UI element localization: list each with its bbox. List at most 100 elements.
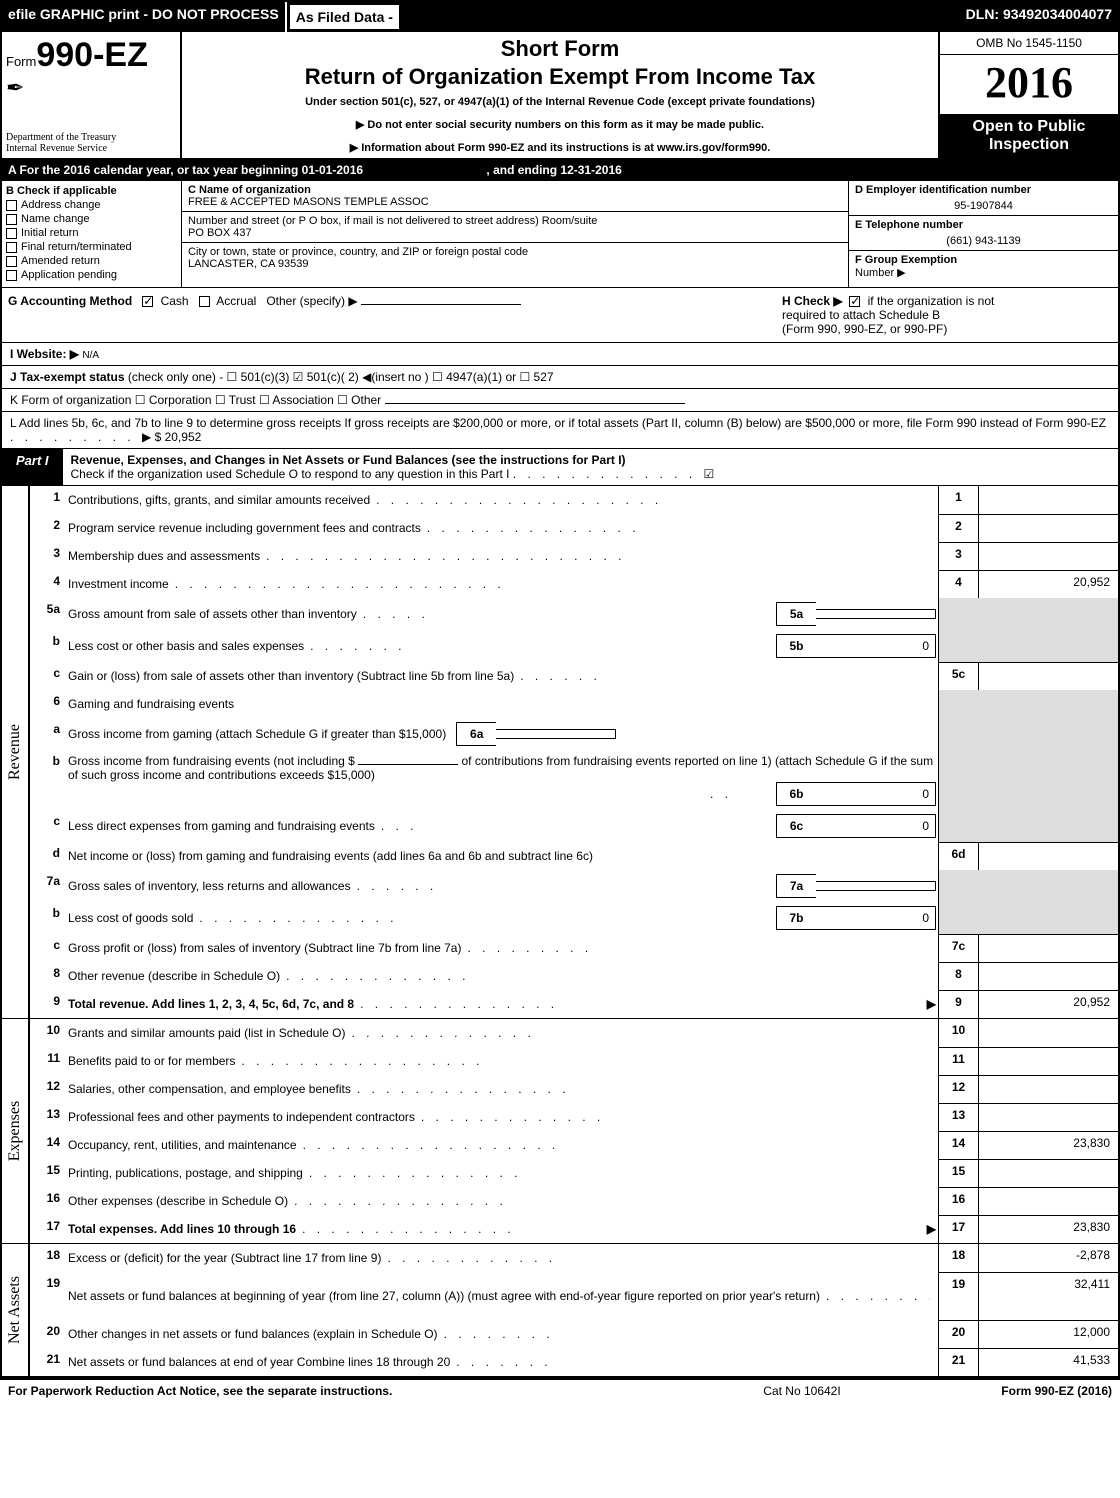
row-l: L Add lines 5b, 6c, and 7b to line 9 to … — [2, 412, 1118, 449]
efile-label: efile GRAPHIC print - DO NOT PROCESS — [2, 2, 287, 32]
f-label: F Group Exemption — [855, 254, 957, 266]
l-amount: ▶ $ 20,952 — [142, 430, 201, 444]
revenue-lines: 1 Contributions, gifts, grants, and simi… — [30, 486, 1118, 1018]
as-filed-label: As Filed Data - — [289, 4, 400, 30]
line-12: 12 Salaries, other compensation, and emp… — [30, 1075, 1118, 1103]
line-1-val — [978, 486, 1118, 514]
c-label: C Name of organization — [188, 184, 842, 196]
open-line2: Inspection — [944, 136, 1114, 154]
side-label-revenue: Revenue — [2, 486, 30, 1018]
h-check: H Check ▶ if the organization is not req… — [782, 294, 1112, 336]
line-5b: b Less cost or other basis and sales exp… — [30, 630, 1118, 662]
l-text: L Add lines 5b, 6c, and 7b to line 9 to … — [10, 416, 1106, 430]
line-2-num: 2 — [30, 514, 66, 542]
form-990ez-page: efile GRAPHIC print - DO NOT PROCESS As … — [0, 0, 1120, 1380]
h-text3: (Form 990, 990-EZ, or 990-PF) — [782, 322, 947, 336]
org-name-row: C Name of organization FREE & ACCEPTED M… — [182, 181, 848, 212]
j-text: (check only one) - ☐ 501(c)(3) ☑ 501(c)(… — [128, 370, 554, 384]
col-def: D Employer identification number 95-1907… — [848, 181, 1118, 287]
department-block: Department of the Treasury Internal Reve… — [6, 132, 176, 154]
line-20: 20 Other changes in net assets or fund b… — [30, 1320, 1118, 1348]
shade-6b — [938, 750, 1118, 810]
open-line1: Open to Public — [944, 118, 1114, 136]
shade-5b — [938, 630, 1118, 662]
street-value: PO BOX 437 — [188, 227, 842, 239]
shade-6c — [938, 810, 1118, 842]
dept-line2: Internal Revenue Service — [6, 143, 176, 154]
line-7c: c Gross profit or (loss) from sales of i… — [30, 934, 1118, 962]
g-accrual: Accrual — [216, 294, 256, 308]
cb-application-pending[interactable]: Application pending — [6, 269, 177, 281]
line-9: 9 Total revenue. Add lines 1, 2, 3, 4, 5… — [30, 990, 1118, 1018]
l-dots: . . . . . . . . . — [10, 430, 142, 444]
g-label: G Accounting Method — [8, 294, 132, 308]
line-16: 16 Other expenses (describe in Schedule … — [30, 1187, 1118, 1215]
part1-checked: ☑ — [703, 467, 714, 481]
cb-final-return[interactable]: Final return/terminated — [6, 241, 177, 253]
part1-tab: Part I — [2, 449, 63, 485]
row-a: A For the 2016 calendar year, or tax yea… — [2, 160, 1118, 181]
cb-amended-return[interactable]: Amended return — [6, 255, 177, 267]
line-6: 6 Gaming and fundraising events — [30, 690, 1118, 718]
part1-title-block: Revenue, Expenses, and Changes in Net As… — [63, 449, 1118, 485]
cb-h[interactable] — [849, 296, 860, 307]
line-11: 11 Benefits paid to or for members. . . … — [30, 1047, 1118, 1075]
footer-cat: Cat No 10642I — [692, 1384, 912, 1398]
row-i: I Website: ▶ N/A — [2, 343, 1118, 366]
line-1: 1 Contributions, gifts, grants, and simi… — [30, 486, 1118, 514]
section-bcdef: B Check if applicable Address change Nam… — [2, 181, 1118, 288]
row-a-right-text: , and ending 12-31-2016 — [486, 163, 621, 177]
cb-initial-return[interactable]: Initial return — [6, 227, 177, 239]
note-ssn: ▶ Do not enter social security numbers o… — [188, 118, 932, 131]
header-right: OMB No 1545-1150 2016 Open to Public Ins… — [938, 32, 1118, 158]
part1-sub: Check if the organization used Schedule … — [71, 467, 510, 481]
street-label: Number and street (or P O box, if mail i… — [188, 215, 842, 227]
form-number-big: 990-EZ — [36, 36, 148, 74]
line-18: 18 Excess or (deficit) for the year (Sub… — [30, 1244, 1118, 1272]
spacer — [402, 2, 960, 32]
line-1-box: 1 — [938, 486, 978, 514]
city-value: LANCASTER, CA 93539 — [188, 258, 842, 270]
omb-number: OMB No 1545-1150 — [940, 32, 1118, 55]
line-5a: 5a Gross amount from sale of assets othe… — [30, 598, 1118, 630]
line-5c: c Gain or (loss) from sale of assets oth… — [30, 662, 1118, 690]
group-exemption-row: F Group Exemption Number ▶ — [849, 251, 1118, 287]
shade-7a — [938, 870, 1118, 902]
fundraising-amount-input[interactable] — [358, 764, 458, 765]
ein-row: D Employer identification number 95-1907… — [849, 181, 1118, 216]
dept-line1: Department of the Treasury — [6, 132, 176, 143]
shade-6 — [938, 690, 1118, 718]
cb-accrual[interactable] — [199, 296, 210, 307]
netassets-section: Net Assets 18 Excess or (deficit) for th… — [2, 1244, 1118, 1378]
city-row: City or town, state or province, country… — [182, 243, 848, 273]
h-text2: required to attach Schedule B — [782, 308, 940, 322]
cb-address-change[interactable]: Address change — [6, 199, 177, 211]
cb-cash[interactable] — [142, 296, 153, 307]
i-value: N/A — [82, 350, 99, 361]
row-a-left-text: A For the 2016 calendar year, or tax yea… — [8, 163, 363, 177]
line-6c: c Less direct expenses from gaming and f… — [30, 810, 1118, 842]
col-b: B Check if applicable Address change Nam… — [2, 181, 182, 287]
form-prefix: Form — [6, 54, 36, 69]
f-label2: Number ▶ — [855, 267, 906, 279]
k-text: K Form of organization ☐ Corporation ☐ T… — [10, 393, 381, 407]
header-left: Form990-EZ ✒ Department of the Treasury … — [2, 32, 182, 158]
phone-value: (661) 943-1139 — [855, 235, 1112, 247]
footer-left: For Paperwork Reduction Act Notice, see … — [8, 1384, 692, 1398]
note-info: ▶ Information about Form 990-EZ and its … — [188, 141, 932, 154]
line-4: 4 Investment income. . . . . . . . . . .… — [30, 570, 1118, 598]
line-6a: a Gross income from gaming (attach Sched… — [30, 718, 1118, 750]
side-label-netassets: Net Assets — [2, 1244, 30, 1376]
g-other-input[interactable] — [361, 304, 521, 305]
row-a-text: A For the 2016 calendar year, or tax yea… — [2, 160, 1118, 180]
row-gh: G Accounting Method Cash Accrual Other (… — [2, 288, 1118, 343]
line-7a: 7a Gross sales of inventory, less return… — [30, 870, 1118, 902]
line-21: 21 Net assets or fund balances at end of… — [30, 1348, 1118, 1376]
top-bar: efile GRAPHIC print - DO NOT PROCESS As … — [2, 2, 1118, 32]
form-header: Form990-EZ ✒ Department of the Treasury … — [2, 32, 1118, 160]
org-name: FREE & ACCEPTED MASONS TEMPLE ASSOC — [188, 196, 842, 208]
city-label: City or town, state or province, country… — [188, 246, 842, 258]
short-form-label: Short Form — [188, 36, 932, 62]
cb-name-change[interactable]: Name change — [6, 213, 177, 225]
k-other-input[interactable] — [385, 403, 685, 404]
